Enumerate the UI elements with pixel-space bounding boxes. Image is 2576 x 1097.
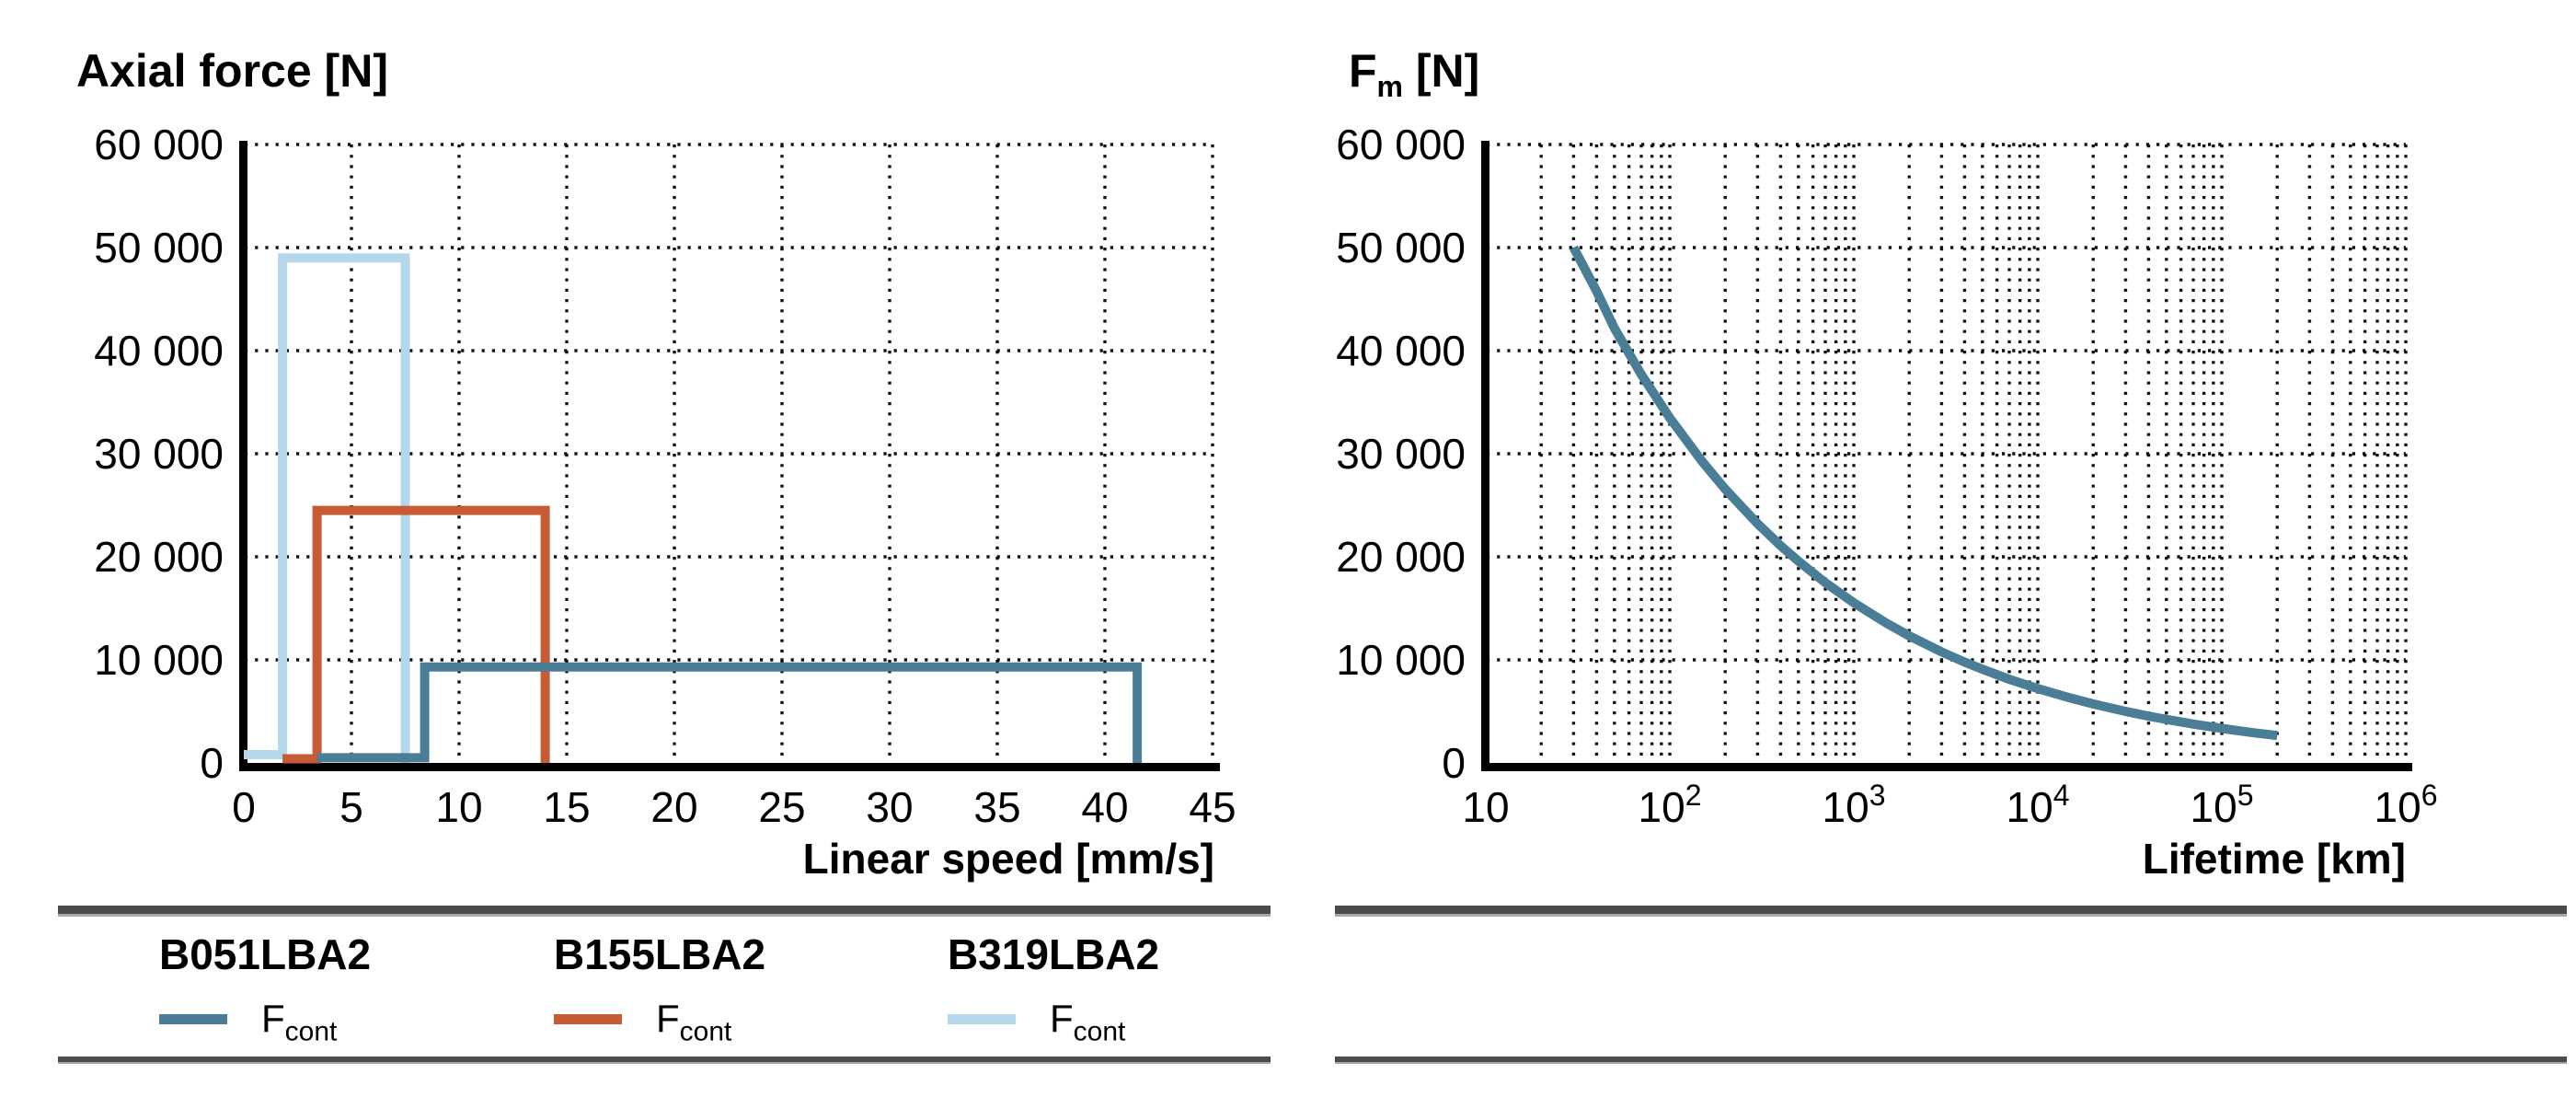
- tick-label: 103: [1823, 779, 1886, 831]
- y-axis-line: [239, 141, 247, 771]
- series-B051LBA2-line: [1569, 245, 2278, 741]
- tick-label: 0: [200, 739, 224, 787]
- legend-series-row: Fcont: [554, 999, 949, 1045]
- right-chart-title: Fm [N]: [1349, 48, 1479, 101]
- right-chart-title-unit: [N]: [1403, 45, 1480, 97]
- x-axis-line: [239, 763, 1220, 771]
- tick-label: 40 000: [94, 327, 224, 375]
- force-subscript: cont: [284, 1016, 338, 1047]
- legend-swatch-line: [159, 1014, 227, 1024]
- legend-product-label: B155LBA2: [554, 930, 766, 978]
- tick-label: 10 000: [1336, 636, 1466, 684]
- left-chart-title: Axial force [N]: [76, 45, 388, 97]
- tick-label: 104: [2007, 779, 2070, 831]
- y-axis-line: [1481, 141, 1489, 771]
- tick-label: 30: [866, 783, 913, 831]
- divider-top-left: [58, 906, 1271, 917]
- left-x-axis-title: Linear speed [mm/s]: [802, 835, 1214, 883]
- divider-top-right: [1335, 906, 2567, 917]
- legend-quantity-label: Fcont: [261, 999, 337, 1045]
- tick-label: 0: [1442, 739, 1466, 787]
- legend-product-label: B319LBA2: [948, 930, 1160, 978]
- series-B319LBA2-line: [244, 253, 410, 763]
- force-symbol: F: [1050, 997, 1074, 1040]
- tick-label: 45: [1189, 783, 1236, 831]
- tick-label: 60 000: [94, 121, 224, 168]
- legend-swatch-line: [554, 1014, 622, 1024]
- tick-label: 5: [339, 783, 363, 831]
- tick-label: 106: [2375, 779, 2438, 831]
- divider-bottom-left: [58, 1057, 1271, 1064]
- right-chart-title-sub: m: [1376, 70, 1403, 103]
- tick-label: 10: [1462, 783, 1509, 831]
- legend-entry-b155lba2: B155LBA2 Fcont: [554, 933, 949, 1045]
- force-subscript: cont: [679, 1016, 732, 1047]
- legend-swatch-line: [948, 1014, 1016, 1024]
- tick-label: 20 000: [94, 533, 224, 581]
- tick-label: 40 000: [1336, 327, 1466, 375]
- tick-label: 35: [973, 783, 1020, 831]
- force-symbol: F: [261, 997, 285, 1040]
- tick-label: 20: [650, 783, 697, 831]
- legend-quantity-label: Fcont: [1050, 999, 1125, 1045]
- force-subscript: cont: [1073, 1016, 1126, 1047]
- tick-label: 102: [1639, 779, 1702, 831]
- legend-entry-b319lba2: B319LBA2 Fcont: [948, 933, 1343, 1045]
- tick-label: 25: [758, 783, 805, 831]
- legend-product-label: B051LBA2: [159, 930, 372, 978]
- tick-label: 50 000: [1336, 224, 1466, 271]
- tick-label: 40: [1081, 783, 1128, 831]
- legend-series-row: Fcont: [948, 999, 1343, 1045]
- tick-label: 30 000: [1336, 430, 1466, 478]
- tick-label: 105: [2191, 779, 2254, 831]
- x-axis-line: [1481, 763, 2412, 771]
- tick-label: 60 000: [1336, 121, 1466, 168]
- legend-series-row: Fcont: [159, 999, 555, 1045]
- tick-label: 10 000: [94, 636, 224, 684]
- right-x-axis-title: Lifetime [km]: [2142, 835, 2406, 883]
- tick-label: 20 000: [1336, 533, 1466, 581]
- tick-label: 0: [232, 783, 256, 831]
- right-chart-title-main: F: [1349, 45, 1377, 97]
- tick-label: 10: [435, 783, 482, 831]
- legend-quantity-label: Fcont: [656, 999, 731, 1045]
- legend-entry-b051lba2: B051LBA2 Fcont: [159, 933, 555, 1045]
- tick-label: 50 000: [94, 224, 224, 271]
- divider-bottom-right: [1335, 1057, 2567, 1064]
- series-B051LBA2-line: [316, 662, 1143, 763]
- force-symbol: F: [656, 997, 680, 1040]
- series-B155LBA2-line: [282, 505, 550, 764]
- tick-label: 30 000: [94, 430, 224, 478]
- tick-label: 15: [543, 783, 590, 831]
